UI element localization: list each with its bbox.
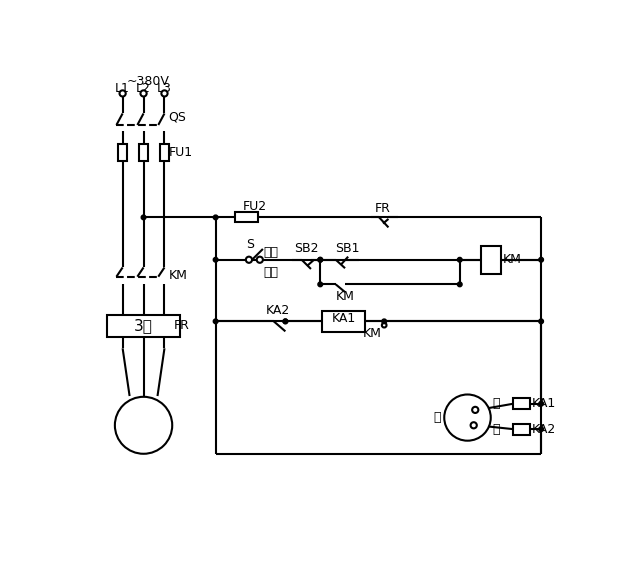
Text: SB1: SB1 xyxy=(335,243,360,255)
Circle shape xyxy=(472,407,478,413)
Circle shape xyxy=(213,257,218,262)
Circle shape xyxy=(257,257,263,263)
Text: 手动: 手动 xyxy=(263,246,278,258)
Text: 自动: 自动 xyxy=(263,265,278,278)
Circle shape xyxy=(444,394,491,441)
Text: 3~: 3~ xyxy=(133,426,154,440)
Circle shape xyxy=(382,319,387,323)
Circle shape xyxy=(539,257,543,262)
Text: KA2: KA2 xyxy=(266,304,290,317)
Text: KM: KM xyxy=(363,327,382,340)
Circle shape xyxy=(283,319,288,323)
Bar xyxy=(235,212,259,223)
Circle shape xyxy=(213,215,218,220)
Text: M: M xyxy=(136,408,151,426)
Text: KA1: KA1 xyxy=(332,312,356,325)
Text: L2: L2 xyxy=(136,82,151,96)
Bar xyxy=(481,246,501,274)
Text: FU2: FU2 xyxy=(243,200,267,213)
Bar xyxy=(140,144,148,161)
Text: KA2: KA2 xyxy=(532,423,556,435)
Bar xyxy=(160,144,169,161)
Text: KM: KM xyxy=(503,253,522,266)
Text: L1: L1 xyxy=(115,82,130,96)
Circle shape xyxy=(539,427,543,431)
Bar xyxy=(513,398,531,409)
Circle shape xyxy=(382,323,387,328)
Circle shape xyxy=(161,90,168,97)
Text: KA1: KA1 xyxy=(532,397,556,410)
Circle shape xyxy=(470,422,477,428)
Text: KM: KM xyxy=(335,290,355,303)
Circle shape xyxy=(213,319,218,323)
Text: ~380V: ~380V xyxy=(127,74,170,87)
Text: FR: FR xyxy=(374,202,390,214)
Bar xyxy=(322,311,365,332)
Text: SB2: SB2 xyxy=(294,243,319,255)
Text: 低: 低 xyxy=(492,397,500,410)
Circle shape xyxy=(141,215,146,220)
Circle shape xyxy=(283,319,288,323)
Text: 3引: 3引 xyxy=(134,318,153,333)
Circle shape xyxy=(458,282,462,287)
Circle shape xyxy=(115,397,172,454)
Text: FU1: FU1 xyxy=(168,146,193,159)
Circle shape xyxy=(318,257,323,262)
Circle shape xyxy=(120,90,125,97)
Text: FR: FR xyxy=(174,319,189,332)
Circle shape xyxy=(246,257,252,263)
Text: KM: KM xyxy=(168,268,188,282)
Text: S: S xyxy=(246,238,255,251)
Bar xyxy=(118,144,127,161)
Text: 中: 中 xyxy=(433,411,440,424)
Circle shape xyxy=(539,401,543,406)
Circle shape xyxy=(458,257,462,262)
Circle shape xyxy=(140,90,147,97)
Bar xyxy=(513,424,531,435)
Circle shape xyxy=(318,282,323,287)
Bar xyxy=(107,315,180,337)
Circle shape xyxy=(318,257,323,262)
Circle shape xyxy=(539,319,543,323)
Text: QS: QS xyxy=(168,111,186,124)
Text: L3: L3 xyxy=(157,82,172,96)
Text: 高: 高 xyxy=(492,423,500,435)
